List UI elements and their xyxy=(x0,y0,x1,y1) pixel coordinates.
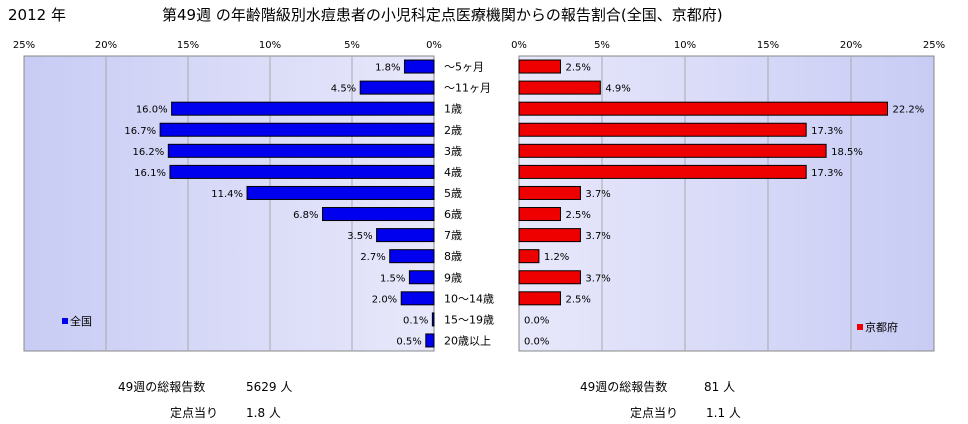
kyoto-bar xyxy=(518,228,581,243)
kyoto-bar xyxy=(518,270,581,285)
national-bar xyxy=(389,249,435,264)
kyoto-value-label: 3.7% xyxy=(585,231,610,242)
kyoto-value-label: 17.3% xyxy=(811,168,843,179)
national-value-label: 6.8% xyxy=(293,210,318,221)
national-per-point-value: 1.8 人 xyxy=(246,406,281,420)
category-label: 10〜14歳 xyxy=(444,292,494,305)
kyoto-total-label: 49週の総報告数 xyxy=(580,380,668,394)
category-label: 7歳 xyxy=(444,229,462,242)
kyoto-value-label: 1.2% xyxy=(544,252,569,263)
left-tick-label: 10% xyxy=(259,40,281,51)
legend-label-national: 全国 xyxy=(70,314,92,328)
kyoto-value-label: 2.5% xyxy=(566,63,591,74)
national-bar xyxy=(400,291,435,306)
national-bar xyxy=(169,164,435,179)
category-label: 〜11ヶ月 xyxy=(444,82,491,95)
national-value-label: 3.5% xyxy=(347,231,372,242)
national-bar xyxy=(359,80,435,95)
national-value-label: 16.7% xyxy=(124,126,156,137)
kyoto-value-label: 2.5% xyxy=(566,210,591,221)
category-label: 6歳 xyxy=(444,208,462,221)
left-tick-label: 15% xyxy=(177,40,199,51)
category-label: 8歳 xyxy=(444,250,462,263)
chart-title: 第49週 の年齢階級別水痘患者の小児科定点医療機関からの報告割合(全国、京都府) xyxy=(162,6,723,24)
national-bar xyxy=(321,207,435,222)
category-label: 15〜19歳 xyxy=(444,313,494,326)
kyoto-value-label: 4.9% xyxy=(605,84,630,95)
national-bar xyxy=(246,185,435,200)
left-tick-label: 5% xyxy=(344,40,360,51)
category-label: 1歳 xyxy=(444,103,462,116)
kyoto-value-label: 0.0% xyxy=(524,336,549,347)
kyoto-value-label: 3.7% xyxy=(585,273,610,284)
national-value-label: 16.2% xyxy=(133,147,165,158)
national-value-label: 2.0% xyxy=(372,294,397,305)
right-tick-label: 20% xyxy=(840,40,862,51)
category-label: 3歳 xyxy=(444,145,462,158)
national-per-point-label: 定点当り xyxy=(170,406,219,420)
left-tick-label: 0% xyxy=(426,40,442,51)
national-bar xyxy=(403,59,435,74)
kyoto-total-value: 81 人 xyxy=(704,380,736,394)
national-bar xyxy=(167,143,435,158)
kyoto-bar xyxy=(518,59,561,74)
right-tick-label: 15% xyxy=(757,40,779,51)
kyoto-value-label: 18.5% xyxy=(831,147,863,158)
national-bar xyxy=(408,270,435,285)
kyoto-value-label: 3.7% xyxy=(585,189,610,200)
category-label: 5歳 xyxy=(444,187,462,200)
category-label: 2歳 xyxy=(444,124,462,137)
kyoto-bar xyxy=(518,291,561,306)
kyoto-bar xyxy=(518,80,601,95)
category-label: 4歳 xyxy=(444,166,462,179)
national-value-label: 1.5% xyxy=(380,273,405,284)
national-value-label: 0.1% xyxy=(403,315,428,326)
national-value-label: 16.1% xyxy=(134,168,166,179)
left-tick-label: 20% xyxy=(95,40,117,51)
kyoto-bar xyxy=(518,207,561,222)
national-bar xyxy=(425,333,435,348)
national-value-label: 2.7% xyxy=(360,252,385,263)
national-bar xyxy=(171,101,435,116)
right-tick-label: 5% xyxy=(594,40,610,51)
category-label: 9歳 xyxy=(444,271,462,284)
national-total-value: 5629 人 xyxy=(246,380,293,394)
left-tick-label: 25% xyxy=(13,40,35,51)
left-plot-area xyxy=(23,55,435,352)
national-value-label: 4.5% xyxy=(331,84,356,95)
right-tick-label: 0% xyxy=(511,40,527,51)
kyoto-value-label: 17.3% xyxy=(811,126,843,137)
kyoto-per-point-value: 1.1 人 xyxy=(706,406,741,420)
national-bar xyxy=(376,228,435,243)
right-tick-label: 25% xyxy=(923,40,945,51)
legend-swatch-national xyxy=(62,318,68,324)
national-value-label: 11.4% xyxy=(211,189,243,200)
national-bar xyxy=(159,122,435,137)
category-label: 20歳以上 xyxy=(444,334,491,347)
kyoto-value-label: 0.0% xyxy=(524,315,549,326)
kyoto-bar xyxy=(518,185,581,200)
kyoto-per-point-label: 定点当り xyxy=(630,406,679,420)
kyoto-bar xyxy=(518,101,889,116)
kyoto-bar xyxy=(518,249,540,264)
legend-swatch-kyoto xyxy=(857,324,863,330)
right-tick-label: 10% xyxy=(674,40,696,51)
national-bar xyxy=(431,312,435,327)
year-label: 2012 年 xyxy=(8,6,66,24)
national-value-label: 1.8% xyxy=(375,63,400,74)
national-value-label: 16.0% xyxy=(136,105,168,116)
national-value-label: 0.5% xyxy=(396,336,421,347)
kyoto-bar xyxy=(518,122,807,137)
kyoto-value-label: 2.5% xyxy=(566,294,591,305)
national-total-label: 49週の総報告数 xyxy=(118,380,206,394)
right-plot-area xyxy=(518,55,935,352)
kyoto-bar xyxy=(518,164,807,179)
kyoto-bar xyxy=(518,143,827,158)
legend-label-kyoto: 京都府 xyxy=(865,320,898,334)
category-label: 〜5ヶ月 xyxy=(444,61,484,74)
kyoto-value-label: 22.2% xyxy=(893,105,925,116)
